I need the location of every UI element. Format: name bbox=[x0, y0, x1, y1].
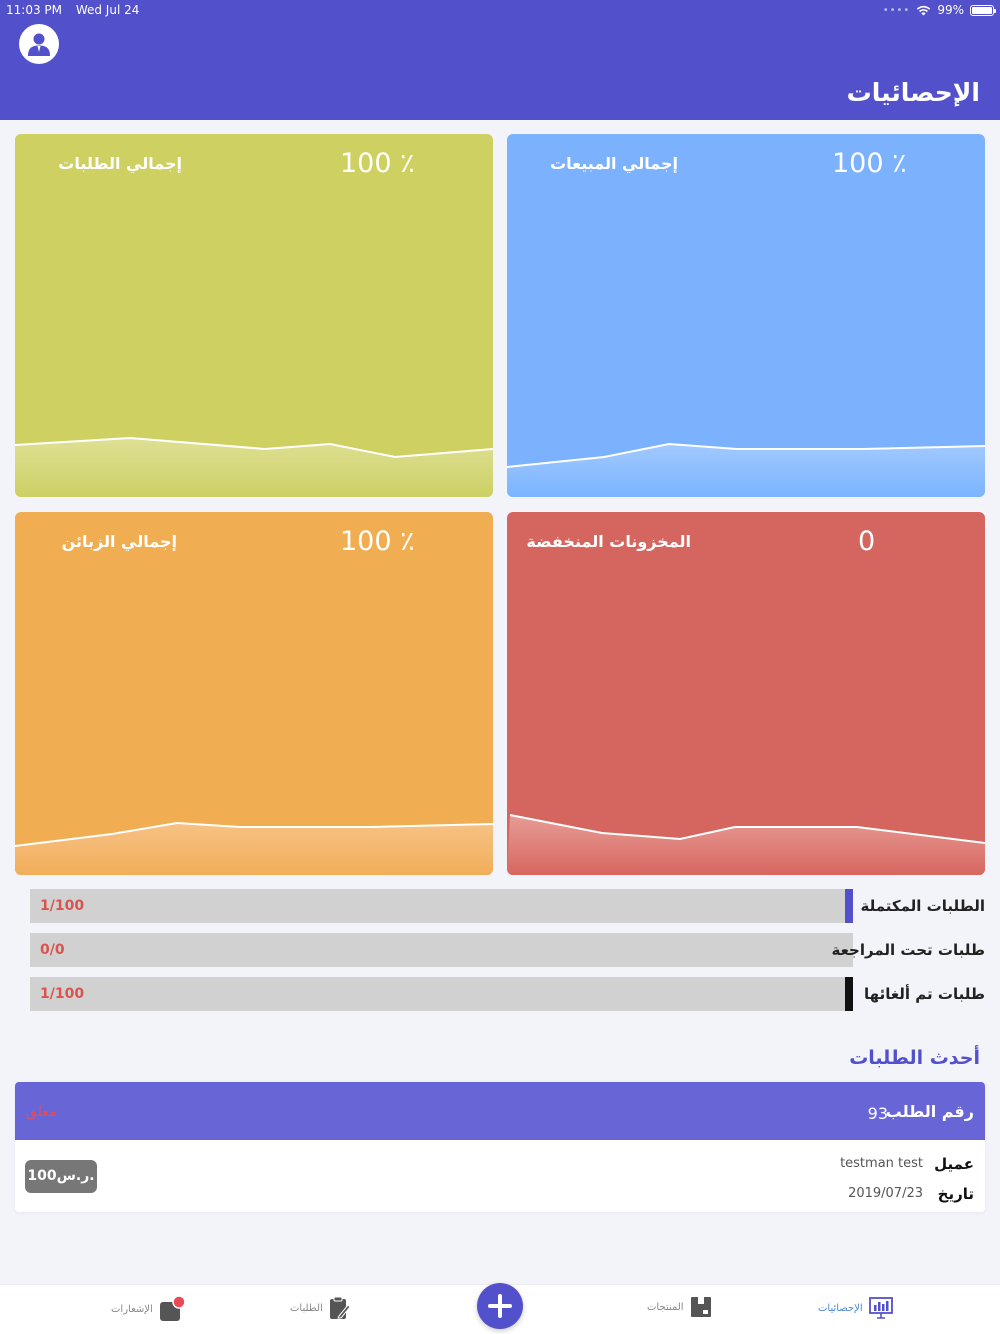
progress-track: 0/0 bbox=[30, 933, 853, 967]
completed-orders-progress: 1/100 الطلبات المكتملة bbox=[30, 889, 985, 923]
battery-icon bbox=[970, 4, 996, 16]
battery-percent: 99% bbox=[937, 3, 964, 17]
card-sparkline bbox=[15, 821, 493, 875]
status-time: 11:03 PM bbox=[6, 3, 62, 17]
card-sparkline bbox=[507, 814, 985, 875]
notification-icon bbox=[159, 1295, 186, 1322]
low-stock-card[interactable]: المخزونات المنخفضة 0 bbox=[507, 512, 985, 875]
recent-orders-title: أحدث الطلبات bbox=[849, 1047, 980, 1069]
card-sparkline bbox=[15, 436, 493, 497]
order-number-label: رقم الطلب bbox=[885, 1102, 974, 1121]
order-card[interactable]: معلق رقم الطلب 93 عميل testman test تاري… bbox=[15, 1082, 985, 1212]
add-button[interactable] bbox=[477, 1283, 523, 1329]
progress-fill bbox=[845, 889, 853, 923]
card-value: 100 ٪ bbox=[832, 148, 907, 179]
wifi-icon bbox=[917, 5, 931, 15]
product-icon bbox=[690, 1297, 711, 1317]
card-label: إجمالي الطلبات bbox=[58, 154, 182, 173]
cancelled-orders-progress: 1/100 طلبات تم ألغائها bbox=[30, 977, 985, 1011]
total-sales-card[interactable]: إجمالي المبيعات 100 ٪ bbox=[507, 134, 985, 497]
tab-label: الطلبات bbox=[290, 1302, 323, 1314]
date-label: تاريخ bbox=[937, 1185, 974, 1203]
user-icon bbox=[28, 33, 50, 56]
card-label: إجمالي المبيعات bbox=[550, 154, 678, 173]
card-sparkline bbox=[507, 442, 985, 497]
page-title: الإحصائيات bbox=[846, 78, 980, 107]
tab-label: المنتجات bbox=[647, 1301, 684, 1313]
progress-text: 0/0 bbox=[40, 942, 65, 958]
progress-label: طلبات تم ألغائها bbox=[864, 985, 985, 1003]
card-value: 0 bbox=[858, 526, 876, 557]
order-status: معلق bbox=[26, 1104, 57, 1120]
price-badge: 100ر.س. bbox=[25, 1160, 97, 1193]
profile-avatar[interactable] bbox=[19, 24, 59, 64]
progress-label: طلبات تحت المراجعة bbox=[831, 941, 985, 959]
tab-label: الإحصائيات bbox=[818, 1302, 863, 1314]
chart-icon bbox=[868, 1297, 893, 1319]
tab-statistics[interactable]: الإحصائيات bbox=[818, 1296, 893, 1320]
progress-track: 1/100 bbox=[30, 977, 853, 1011]
progress-track: 1/100 bbox=[30, 889, 853, 923]
tab-orders[interactable]: الطلبات bbox=[290, 1296, 351, 1320]
status-bar: 11:03 PM Wed Jul 24 •••• 99% bbox=[0, 0, 1000, 22]
app-header: 11:03 PM Wed Jul 24 •••• 99% الإحصائيات bbox=[0, 0, 1000, 120]
progress-label: الطلبات المكتملة bbox=[860, 897, 985, 915]
review-orders-progress: 0/0 طلبات تحت المراجعة bbox=[30, 933, 985, 967]
card-label: المخزونات المنخفضة bbox=[526, 532, 691, 551]
total-orders-card[interactable]: إجمالي الطلبات 100 ٪ bbox=[15, 134, 493, 497]
plus-icon bbox=[488, 1294, 512, 1318]
customer-label: عميل bbox=[934, 1155, 974, 1173]
bottom-tab-bar: الإحصائيات المنتجات الطلبات الإشعارات bbox=[0, 1283, 1000, 1334]
signal-icon: •••• bbox=[882, 4, 911, 16]
progress-text: 1/100 bbox=[40, 986, 85, 1002]
progress-text: 1/100 bbox=[40, 898, 85, 914]
tab-products[interactable]: المنتجات bbox=[647, 1296, 712, 1318]
clipboard-icon bbox=[329, 1296, 351, 1319]
total-customers-card[interactable]: إجمالي الزبائن 100 ٪ bbox=[15, 512, 493, 875]
card-label: إجمالي الزبائن bbox=[61, 532, 177, 551]
card-value: 100 ٪ bbox=[340, 526, 415, 557]
tab-notifications[interactable]: الإشعارات bbox=[111, 1295, 186, 1322]
customer-name: testman test bbox=[840, 1156, 923, 1171]
status-date: Wed Jul 24 bbox=[75, 3, 140, 17]
order-date: 2019/07/23 bbox=[848, 1186, 923, 1201]
card-value: 100 ٪ bbox=[340, 148, 415, 179]
progress-fill bbox=[845, 977, 853, 1011]
order-number: 93 bbox=[867, 1104, 888, 1123]
order-card-header: معلق رقم الطلب 93 bbox=[15, 1082, 985, 1140]
tab-label: الإشعارات bbox=[111, 1303, 153, 1315]
